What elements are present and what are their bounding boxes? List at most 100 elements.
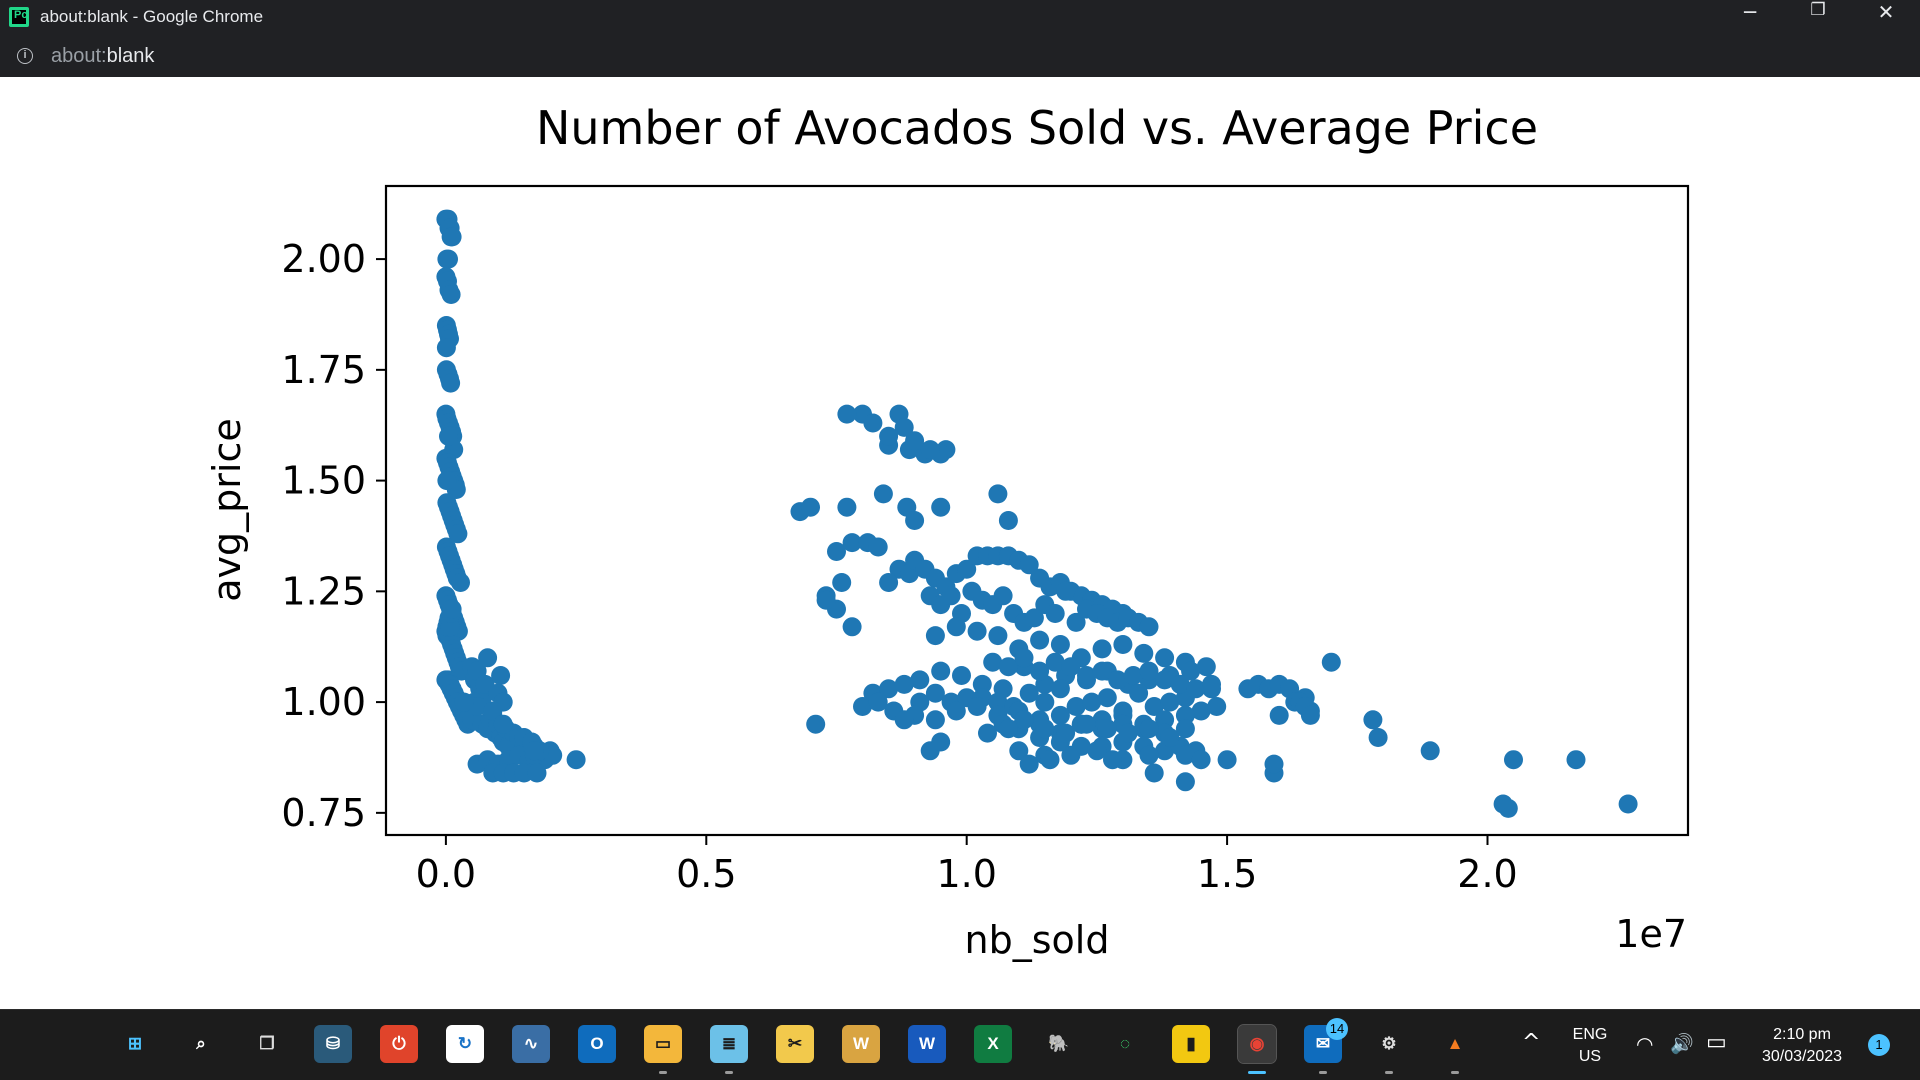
resource-monitor-icon[interactable]: ∿: [512, 1025, 550, 1063]
settings-icon[interactable]: ⚙: [1381, 1034, 1397, 1053]
data-point: [1030, 630, 1050, 650]
axis-ticks: 0.0 0.5 1.0 1.5 2.0 0.75 1.00 1.25 1.50 1.75 2.00: [281, 237, 1517, 896]
chrome-icon[interactable]: ◉: [1237, 1024, 1277, 1064]
clock[interactable]: 2:10 pm 30/03/2023: [1742, 1024, 1862, 1068]
window-title: about:blank - Google Chrome: [40, 7, 264, 26]
word-icon[interactable]: W: [908, 1025, 946, 1063]
language-indicator[interactable]: ENG US: [1568, 1024, 1612, 1068]
green-circle-app-icon[interactable]: ◌: [1119, 1034, 1131, 1053]
data-point: [1191, 701, 1211, 721]
data-point: [853, 697, 872, 716]
battery-icon[interactable]: ▭: [1706, 1030, 1727, 1055]
data-point: [1108, 670, 1128, 690]
data-point: [967, 697, 987, 716]
data-point: [1618, 794, 1638, 814]
search-icon[interactable]: ⌕: [196, 1034, 206, 1053]
data-point: [1504, 750, 1523, 770]
data-point: [988, 484, 1008, 504]
page-content: 0.0 0.5 1.0 1.5 2.0 0.75 1.00 1.25 1.50 1.75 2.00 …: [0, 77, 1920, 1009]
data-point: [1160, 692, 1180, 712]
y-tick-label: 1.25: [281, 569, 366, 613]
snipping-tool-icon[interactable]: ✂: [776, 1025, 814, 1063]
data-point: [1207, 697, 1227, 716]
data-point: [1155, 710, 1175, 730]
data-point: [442, 227, 462, 247]
data-point: [837, 497, 857, 517]
data-point: [1009, 741, 1029, 761]
mail-badge-icon[interactable]: ✉: [1304, 1025, 1342, 1063]
data-point: [868, 537, 888, 557]
x-tick-label: 0.0: [416, 852, 476, 896]
wordpad-icon[interactable]: W: [842, 1025, 880, 1063]
data-point: [451, 573, 470, 592]
volume-icon[interactable]: 🔊: [1670, 1033, 1694, 1055]
y-axis-label: avg_price: [205, 418, 249, 601]
mysql-workbench-icon[interactable]: ⛁: [314, 1025, 352, 1063]
data-point: [439, 249, 458, 269]
task-view-icon[interactable]: ❐: [259, 1034, 275, 1053]
notepad-icon[interactable]: ≣: [710, 1025, 748, 1063]
y-tick-label: 1.50: [281, 459, 366, 503]
start-icon[interactable]: ⊞: [127, 1034, 143, 1053]
data-point: [1066, 612, 1086, 632]
running-indicator: [1385, 1071, 1393, 1074]
data-point: [816, 590, 836, 610]
vlc-icon[interactable]: ▲: [1446, 1034, 1464, 1053]
notification-badge[interactable]: 1: [1868, 1034, 1890, 1056]
scatter-chart: 0.0 0.5 1.0 1.5 2.00.751.001.251.501.752.00 …: [205, 101, 1690, 962]
data-point: [1045, 652, 1065, 672]
windows-taskbar: ⊞ ⌕ ❐ ⛁ ⏻ ↻ ∿ O ▭ ≣ ✂ W W X 🐘 ◌ ▮ ◉ ✉ 14 ⚙ ▲ ^ ENG US ◠ 🔊 ▭ 2…: [0, 1009, 1920, 1080]
data-point: [493, 714, 513, 734]
excel-icon[interactable]: X: [974, 1025, 1012, 1063]
file-explorer-icon[interactable]: ▭: [644, 1025, 682, 1063]
sync-app-icon[interactable]: ↻: [446, 1025, 484, 1063]
x-tick-label: 0.5: [676, 852, 736, 896]
data-point: [972, 674, 992, 694]
restore-button[interactable]: ❐: [1810, 0, 1826, 20]
data-point: [527, 763, 547, 783]
show-hidden-icons-chevron[interactable]: ^: [1522, 1030, 1541, 1055]
close-button[interactable]: ✕: [1877, 0, 1895, 24]
data-point: [1175, 719, 1195, 739]
data-point: [1202, 674, 1221, 694]
data-point: [1321, 652, 1341, 672]
data-point: [1014, 648, 1034, 668]
postgresql-icon[interactable]: 🐘: [1048, 1034, 1070, 1053]
y-tick-label: 1.75: [281, 348, 366, 392]
data-point: [1363, 710, 1383, 730]
data-point: [1061, 657, 1081, 677]
url-text[interactable]: about:blank: [51, 45, 154, 68]
data-point: [978, 723, 997, 743]
data-point: [1077, 666, 1096, 685]
power-app-icon[interactable]: ⏻: [380, 1025, 418, 1063]
data-point: [842, 617, 862, 637]
data-point: [1019, 555, 1039, 575]
data-point: [1061, 745, 1081, 765]
data-point: [514, 763, 534, 783]
data-point: [1040, 750, 1060, 770]
data-point: [454, 692, 474, 712]
running-indicator: [1248, 1071, 1266, 1074]
data-point: [952, 666, 971, 685]
info-icon[interactable]: i: [17, 48, 33, 64]
data-point: [1035, 719, 1055, 739]
mail-badge-count: 14: [1326, 1018, 1348, 1040]
browser-title-bar: Pc about:blank - Google Chrome ─ ❐ ✕: [0, 0, 1920, 35]
data-point: [1144, 697, 1164, 716]
data-point: [983, 652, 1003, 672]
data-point: [931, 661, 951, 681]
minimize-button[interactable]: ─: [1743, 0, 1757, 24]
data-point: [1186, 679, 1206, 699]
data-point: [1139, 617, 1159, 637]
data-point: [988, 626, 1008, 646]
outlook-icon[interactable]: O: [578, 1025, 616, 1063]
data-point: [925, 710, 945, 730]
data-point: [910, 670, 930, 690]
wifi-icon[interactable]: ◠: [1636, 1032, 1654, 1056]
data-point: [491, 666, 511, 685]
data-point: [946, 701, 966, 721]
data-point: [1014, 710, 1034, 730]
power-bi-icon[interactable]: ▮: [1172, 1025, 1210, 1063]
running-indicator: [659, 1071, 667, 1074]
address-bar[interactable]: i about:blank: [0, 35, 1920, 77]
